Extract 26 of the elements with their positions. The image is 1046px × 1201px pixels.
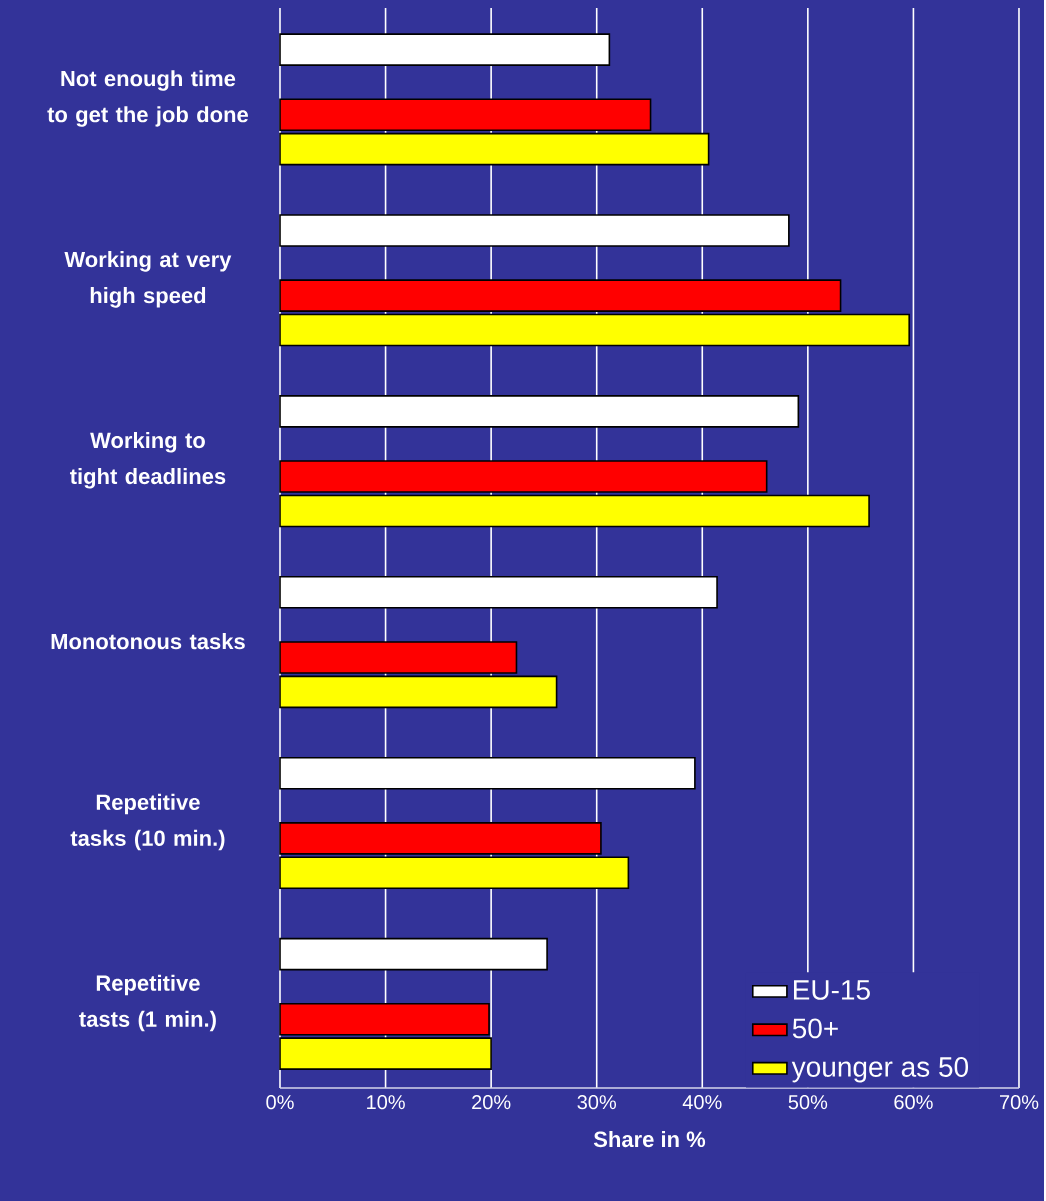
x-tick-label: 0% (266, 1095, 294, 1110)
legend-label: EU-15 (794, 980, 871, 1000)
y-tick-label: Working at very high speed (64, 251, 232, 308)
x-axis-title: Share in % (594, 1130, 706, 1148)
x-tick-label: 10% (367, 1095, 406, 1110)
x-tick-label: 30% (577, 1095, 617, 1110)
legend-label: 50+ (793, 1018, 838, 1039)
y-tick-label: Working to tight deadlines (70, 431, 226, 489)
x-tick-label: 60% (894, 1095, 933, 1110)
bar (279, 132, 710, 166)
y-tick-label: Monotonous tasks (51, 633, 245, 650)
y-tick-label: Repetitive tasks (10 min.) (70, 793, 225, 851)
bar (279, 494, 871, 528)
bar (279, 460, 768, 493)
x-tick-label: 40% (682, 1095, 722, 1110)
y-tick-label: Not enough time to get the job done (47, 70, 249, 127)
x-tick-label: 50% (788, 1095, 828, 1110)
bar (279, 641, 518, 674)
bar (279, 313, 911, 347)
y-tick-label: Repetitive tasts (1 min.) (79, 974, 217, 1032)
legend-label: younger as 50 (791, 1057, 969, 1083)
x-tick-label: 20% (472, 1095, 511, 1110)
bar (279, 98, 652, 132)
bar (279, 675, 558, 709)
x-tick-label: 70% (1000, 1095, 1039, 1110)
bar (279, 279, 842, 312)
